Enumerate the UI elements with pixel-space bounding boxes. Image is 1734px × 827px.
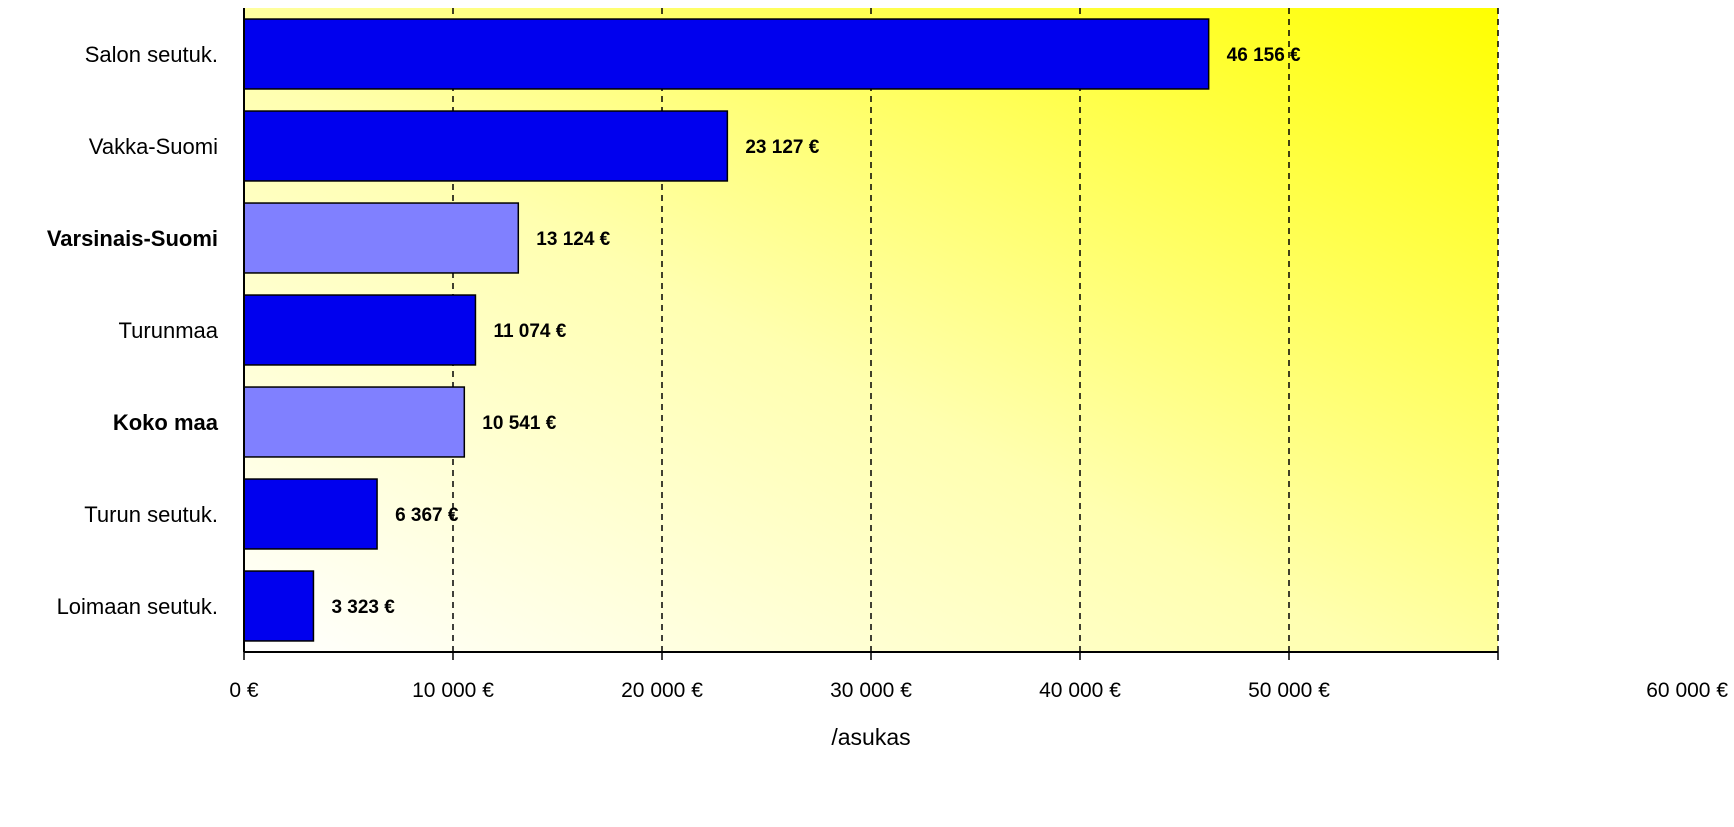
tick-label: 60 000 € xyxy=(1646,679,1728,702)
x-ticks: 0 € 10 000 € 20 000 € 30 000 € 40 000 € 50 00… xyxy=(229,652,1728,702)
tick-label: 0 € xyxy=(229,679,259,702)
value-label: 46 156 € xyxy=(1227,45,1301,66)
category-label: Varsinais-Suomi xyxy=(47,226,218,251)
tick-label: 40 000 € xyxy=(1039,679,1121,702)
category-label: Turun seutuk. xyxy=(84,502,218,527)
category-label: Salon seutuk. xyxy=(85,42,218,67)
bar xyxy=(243,386,466,458)
x-axis-title: /asukas xyxy=(831,724,910,750)
bar xyxy=(243,18,1210,90)
value-label: 23 127 € xyxy=(745,137,819,158)
category-label: Vakka-Suomi xyxy=(89,134,218,159)
bar xyxy=(243,294,477,366)
category-label: Turunmaa xyxy=(119,318,219,343)
tick-label: 20 000 € xyxy=(621,679,703,702)
tick-label: 10 000 € xyxy=(412,679,494,702)
value-label: 10 541 € xyxy=(482,413,556,434)
category-labels: Salon seutuk. Vakka-Suomi Varsinais-Suomi T… xyxy=(47,42,219,619)
tick-label: 50 000 € xyxy=(1248,679,1330,702)
value-label: 6 367 € xyxy=(395,505,459,526)
category-label: Koko maa xyxy=(113,410,219,435)
value-label: 11 074 € xyxy=(493,321,566,342)
bar xyxy=(243,202,520,274)
value-labels: 46 156 € 23 127 € 13 124 € 11 074 € 10 541 €… xyxy=(331,45,1301,618)
bar xyxy=(243,478,378,550)
bar xyxy=(243,570,315,642)
bar xyxy=(243,110,729,182)
tick-label: 30 000 € xyxy=(830,679,912,702)
category-label: Loimaan seutuk. xyxy=(57,594,218,619)
value-label: 13 124 € xyxy=(536,229,610,250)
value-label: 3 323 € xyxy=(331,597,395,618)
